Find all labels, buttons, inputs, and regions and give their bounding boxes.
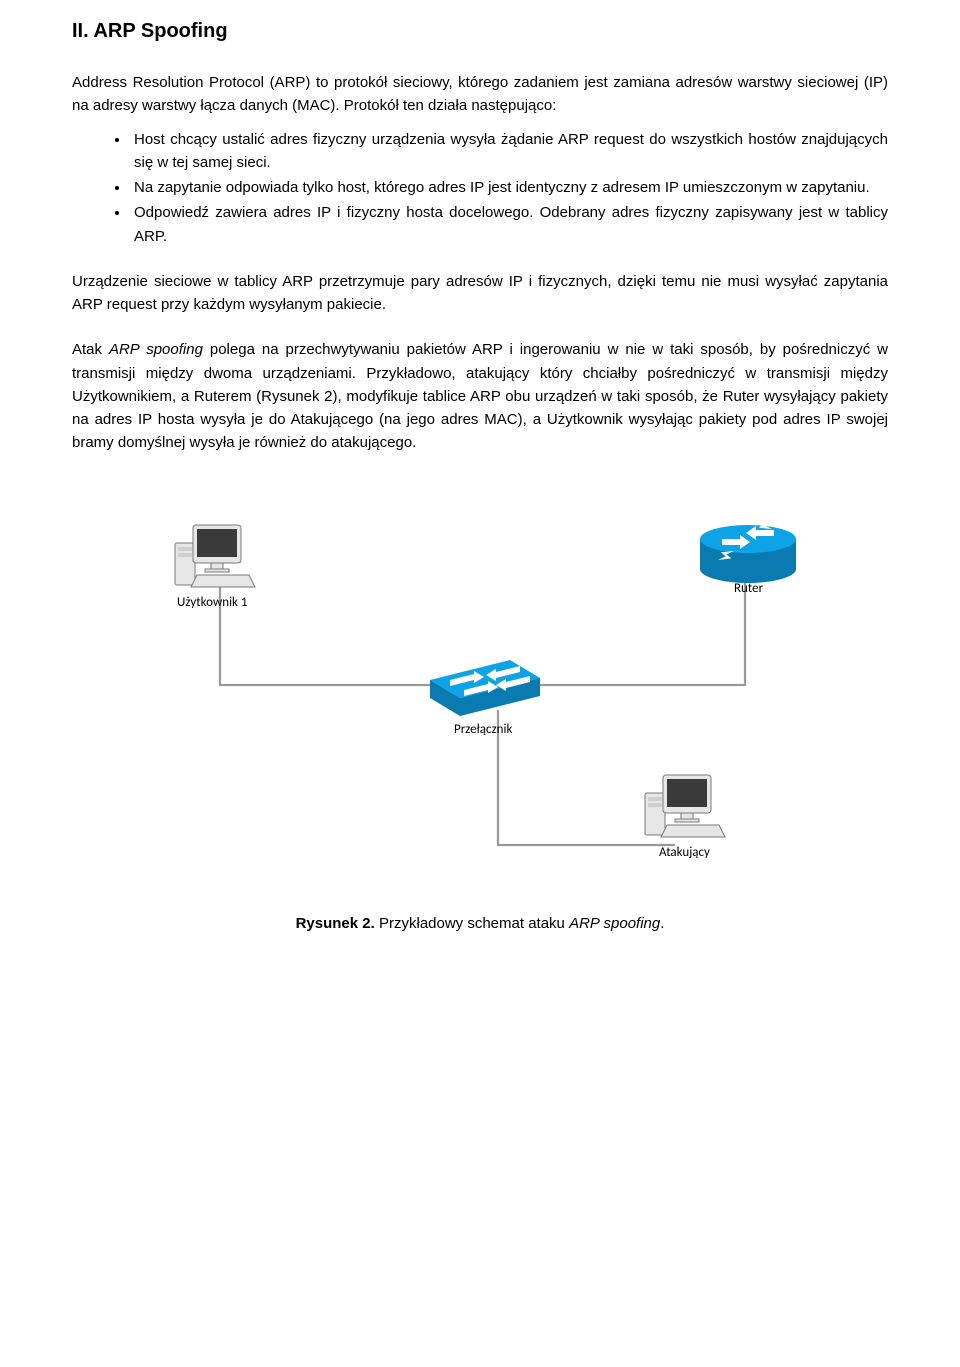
diagram-label-attacker: Atakujący <box>659 845 710 860</box>
arp-table-paragraph: Urządzenie sieciowe w tablicy ARP przetr… <box>72 270 888 317</box>
list-item: Odpowiedź zawiera adres IP i fizyczny ho… <box>130 201 888 248</box>
text-run-italic: ARP spoofing <box>109 341 203 358</box>
network-diagram: Użytkownik 1 Ruter Przełącznik Atakujący <box>80 485 880 905</box>
caption-text: Przykładowy schemat ataku <box>375 915 569 932</box>
list-item: Na zapytanie odpowiada tylko host, które… <box>130 176 888 199</box>
caption-italic: ARP spoofing <box>569 915 660 932</box>
text-run: Atak <box>72 341 109 358</box>
diagram-svg <box>80 485 880 905</box>
list-item: Host chcący ustalić adres fizyczny urząd… <box>130 128 888 175</box>
protocol-steps-list: Host chcący ustalić adres fizyczny urząd… <box>72 128 888 248</box>
attack-description-paragraph: Atak ARP spoofing polega na przechwytywa… <box>72 338 888 454</box>
intro-paragraph: Address Resolution Protocol (ARP) to pro… <box>72 71 888 118</box>
caption-bold: Rysunek 2. <box>296 915 375 932</box>
figure-caption: Rysunek 2. Przykładowy schemat ataku ARP… <box>72 915 888 932</box>
section-heading: II. ARP Spoofing <box>72 20 888 43</box>
caption-period: . <box>660 915 664 932</box>
diagram-label-user: Użytkownik 1 <box>177 595 247 610</box>
diagram-label-router: Ruter <box>734 581 763 596</box>
diagram-label-switch: Przełącznik <box>454 722 512 737</box>
